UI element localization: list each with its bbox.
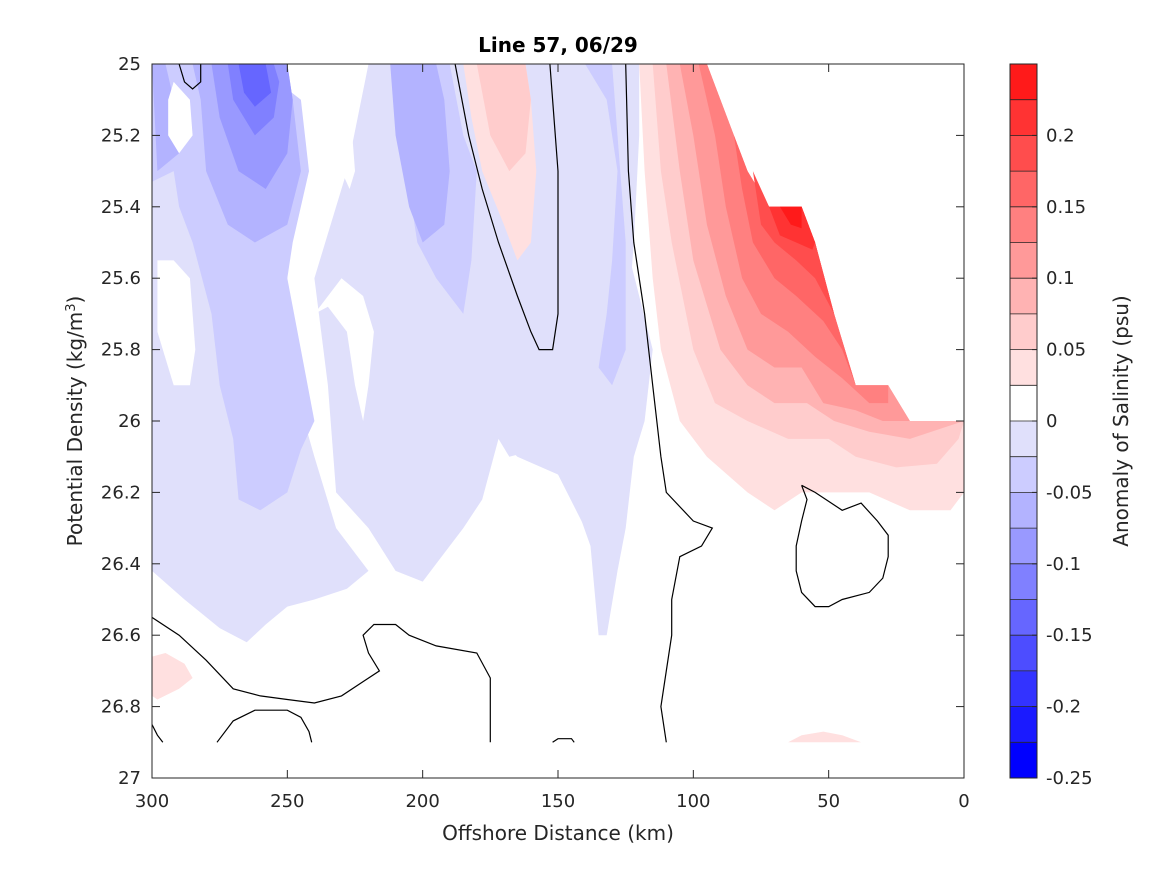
y-tick-label: 26.8 xyxy=(101,697,141,718)
colorbar-tick-label: -0.1 xyxy=(1046,554,1081,575)
colorbar-tick-label: -0.15 xyxy=(1046,625,1093,646)
y-tick-label: 25.6 xyxy=(101,268,141,289)
colorbar-segment xyxy=(1010,349,1037,386)
contour-fill-26 xyxy=(788,731,862,743)
contour-fills xyxy=(152,64,964,743)
colorbar-segment xyxy=(1010,706,1037,743)
contour-lines xyxy=(152,64,889,743)
y-tick-label: 26.2 xyxy=(101,482,141,503)
zero-contour-line-5 xyxy=(216,709,313,743)
colorbar-segment xyxy=(1010,64,1037,101)
colorbar-segment xyxy=(1010,385,1037,422)
chart-title: Line 57, 06/29 xyxy=(478,33,638,57)
x-tick-label: 100 xyxy=(676,791,710,812)
colorbar-segment xyxy=(1010,99,1037,136)
colorbar-segment xyxy=(1010,242,1037,279)
contour-fill-31 xyxy=(314,278,374,421)
contour-fill-28 xyxy=(157,260,196,386)
contour-fill-8 xyxy=(152,64,180,172)
x-tick-label: 50 xyxy=(817,791,840,812)
colorbar-segment xyxy=(1010,492,1037,529)
y-tick-label: 25.4 xyxy=(101,197,141,218)
colorbar-tick-label: 0.15 xyxy=(1046,197,1086,218)
contour-fill-7 xyxy=(585,64,626,386)
y-tick-label: 26.6 xyxy=(101,625,141,646)
x-tick-label: 250 xyxy=(270,791,304,812)
x-axis-ticks: 300 250 200 150 100 50 0 xyxy=(135,64,970,812)
contour-fill-23 xyxy=(769,206,816,250)
colorbar-segment xyxy=(1010,742,1037,779)
contour-fill-30 xyxy=(338,128,355,189)
zero-contour-line-3 xyxy=(152,616,491,743)
zero-contour-line-1 xyxy=(454,64,559,351)
y-axis-label-sup: 3 xyxy=(64,303,79,311)
colorbar-tick-label: -0.25 xyxy=(1046,768,1093,789)
y-axis-label-main: Potential Density (kg/m xyxy=(63,312,87,547)
y-tick-label: 26 xyxy=(118,411,141,432)
zero-contour-line-4 xyxy=(152,724,164,743)
colorbar-tick-label: -0.2 xyxy=(1046,697,1081,718)
zero-contour-line-0 xyxy=(178,64,202,90)
colorbar-tick-label: -0.05 xyxy=(1046,482,1093,503)
colorbar-segment xyxy=(1010,206,1037,243)
contour-fill-29 xyxy=(168,81,193,154)
contour-fill-3 xyxy=(498,64,653,636)
y-tick-label: 25.8 xyxy=(101,340,141,361)
colorbar-segment xyxy=(1010,171,1037,208)
colorbar-segment xyxy=(1010,456,1037,493)
colorbar-tick-label: 0.2 xyxy=(1046,125,1075,146)
colorbar-segment xyxy=(1010,135,1037,172)
colorbar-tick-label: 0.05 xyxy=(1046,340,1086,361)
colorbar-tick-label: 0.1 xyxy=(1046,268,1075,289)
colorbar-segment xyxy=(1010,599,1037,636)
zero-contour-line-6 xyxy=(552,738,575,743)
x-tick-label: 0 xyxy=(958,791,969,812)
colorbar-ticks: -0.25 -0.2 -0.15 -0.1 -0.05 0 0.05 0.1 0.15 0.2 xyxy=(1032,125,1093,789)
y-tick-label: 26.4 xyxy=(101,554,141,575)
colorbar-segment xyxy=(1010,563,1037,600)
x-tick-label: 150 xyxy=(541,791,575,812)
y-tick-label: 25.2 xyxy=(101,125,141,146)
contour-fill-15 xyxy=(476,64,531,172)
colorbar-label: Anomaly of Salinity (psu) xyxy=(1109,295,1133,546)
contour-fill-24 xyxy=(779,206,802,229)
y-axis-ticks: 25 25.2 25.4 25.6 25.8 26 26.2 26.4 26.6 26.8 27 xyxy=(101,54,964,789)
y-tick-label: 25 xyxy=(118,54,141,75)
y-tick-label: 27 xyxy=(118,768,141,789)
x-tick-label: 300 xyxy=(135,791,169,812)
colorbar-segment xyxy=(1010,421,1037,458)
y-axis-label: Potential Density (kg/m3) xyxy=(63,296,87,547)
contour-fill-13 xyxy=(238,64,272,107)
contour-fill-25 xyxy=(152,653,193,700)
colorbar-segment xyxy=(1010,313,1037,351)
colorbar-segment xyxy=(1010,635,1037,672)
colorbar xyxy=(1009,63,1038,779)
contour-fill-10 xyxy=(390,64,450,243)
colorbar-segment xyxy=(1010,528,1037,565)
zero-contour-line-7 xyxy=(795,484,889,608)
x-axis-label: Offshore Distance (km) xyxy=(442,821,674,845)
zero-contour-line-2 xyxy=(625,64,714,743)
y-axis-label-close: ) xyxy=(63,296,87,304)
colorbar-tick-label: 0 xyxy=(1046,411,1057,432)
colorbar-segment xyxy=(1010,278,1037,315)
x-tick-label: 200 xyxy=(405,791,439,812)
colorbar-segment xyxy=(1010,670,1037,708)
